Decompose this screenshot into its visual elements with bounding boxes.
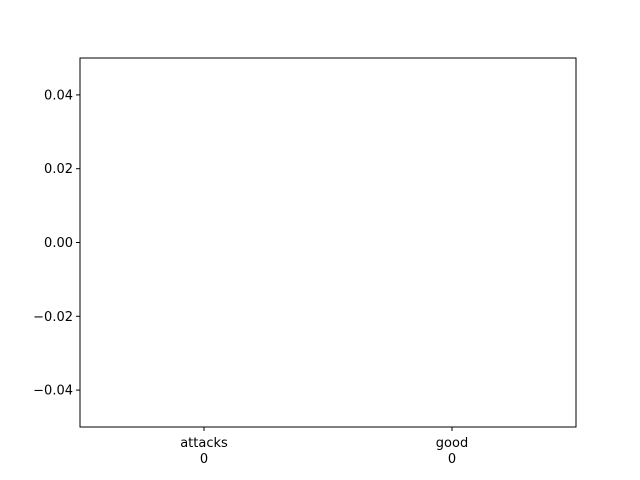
plot-area	[79, 57, 577, 428]
y-tick-label: −0.02	[33, 310, 73, 325]
y-axis: −0.04 −0.02 0.00 0.02 0.04	[33, 88, 80, 399]
x-axis: attacks 0 good 0	[180, 427, 468, 467]
y-tick-label: −0.04	[33, 384, 73, 399]
x-tick-label: good 0	[436, 436, 468, 467]
x-tick-label: attacks 0	[180, 436, 228, 467]
y-tick-label: 0.02	[44, 162, 73, 177]
y-tick-label: 0.00	[44, 236, 73, 251]
y-tick-label: 0.04	[44, 88, 73, 103]
